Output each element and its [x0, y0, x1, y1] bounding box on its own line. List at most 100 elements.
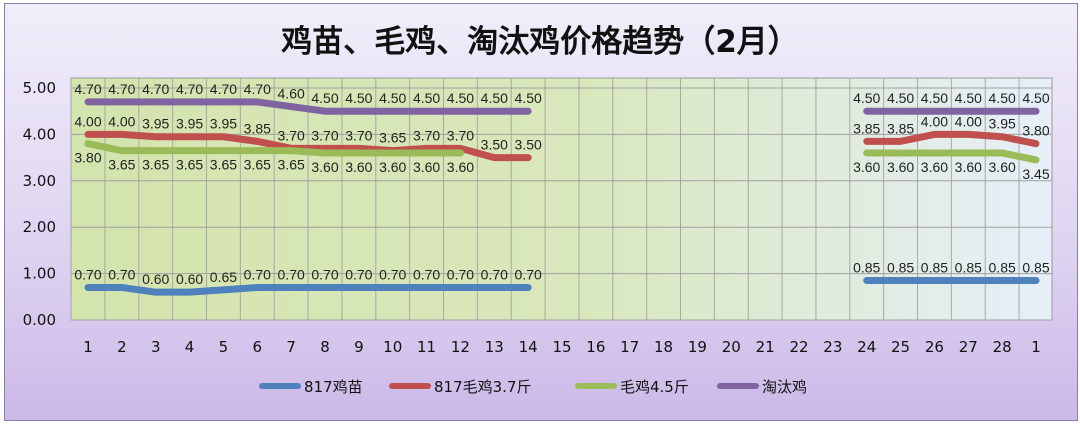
x-tick-label: 7 — [286, 338, 296, 356]
data-label: 4.50 — [989, 90, 1016, 106]
x-tick-label: 3 — [151, 338, 161, 356]
data-label: 4.50 — [413, 90, 440, 106]
data-label: 4.50 — [379, 90, 406, 106]
x-tick-label: 1 — [83, 338, 93, 356]
data-label: 0.70 — [244, 267, 271, 283]
data-label: 3.70 — [413, 127, 440, 143]
data-label: 3.60 — [887, 159, 914, 175]
data-label: 3.50 — [515, 137, 542, 153]
x-tick-label: 5 — [219, 338, 229, 356]
data-label: 0.85 — [887, 260, 914, 276]
x-tick-label: 26 — [925, 338, 944, 356]
data-label: 4.50 — [955, 90, 982, 106]
x-tick-label: 13 — [485, 338, 504, 356]
x-tick-label: 14 — [519, 338, 538, 356]
data-label: 3.70 — [447, 127, 474, 143]
data-label: 4.70 — [142, 81, 169, 97]
data-label: 3.95 — [989, 116, 1016, 132]
data-label: 3.85 — [244, 120, 271, 136]
data-label: 3.60 — [921, 159, 948, 175]
data-label: 3.95 — [142, 116, 169, 132]
x-tick-label: 23 — [823, 338, 842, 356]
x-tick-label: 25 — [891, 338, 910, 356]
x-tick-label: 6 — [253, 338, 263, 356]
data-label: 3.60 — [989, 159, 1016, 175]
data-label: 4.00 — [108, 113, 135, 129]
data-label: 0.70 — [108, 267, 135, 283]
y-tick-label: 1.00 — [23, 265, 56, 283]
data-label: 0.85 — [1022, 260, 1049, 276]
series-line-2 — [84, 140, 464, 157]
y-tick-label: 0.00 — [23, 311, 56, 329]
x-tick-label: 16 — [586, 338, 605, 356]
data-label: 3.85 — [853, 120, 880, 136]
data-label: 0.70 — [278, 267, 305, 283]
data-label: 4.50 — [515, 90, 542, 106]
data-label: 4.70 — [74, 81, 101, 97]
data-label: 4.50 — [853, 90, 880, 106]
legend-item: 淘汰鸡 — [717, 378, 807, 396]
data-label: 0.70 — [515, 267, 542, 283]
data-label: 4.00 — [955, 113, 982, 129]
data-label: 0.70 — [481, 267, 508, 283]
legend-label: 毛鸡4.5斤 — [620, 378, 689, 396]
data-label: 3.95 — [176, 116, 203, 132]
data-label: 3.60 — [955, 159, 982, 175]
legend-label: 817毛鸡3.7斤 — [434, 378, 532, 396]
x-tick-label: 11 — [417, 338, 436, 356]
data-label: 3.65 — [108, 157, 135, 173]
x-tick-label: 2 — [117, 338, 127, 356]
data-label: 3.70 — [345, 127, 372, 143]
data-label: 0.65 — [210, 269, 237, 285]
data-label: 3.60 — [853, 159, 880, 175]
x-tick-label: 10 — [383, 338, 402, 356]
x-tick-label: 1 — [1031, 338, 1041, 356]
data-label: 3.65 — [379, 130, 406, 146]
data-label: 3.70 — [311, 127, 338, 143]
legend-item: 817鸡苗 — [259, 378, 363, 396]
x-tick-label: 9 — [354, 338, 364, 356]
data-label: 4.70 — [108, 81, 135, 97]
y-tick-label: 3.00 — [23, 172, 56, 190]
data-label: 0.70 — [379, 267, 406, 283]
data-label: 3.60 — [311, 159, 338, 175]
data-label: 0.60 — [176, 271, 203, 287]
data-label: 3.80 — [74, 150, 101, 166]
data-label: 0.85 — [989, 260, 1016, 276]
x-tick-label: 21 — [756, 338, 775, 356]
data-label: 4.50 — [1022, 90, 1049, 106]
data-label: 0.85 — [853, 260, 880, 276]
data-label: 0.70 — [74, 267, 101, 283]
chart-title: 鸡苗、毛鸡、淘汰鸡价格趋势（2月） — [280, 24, 799, 60]
x-tick-label: 17 — [620, 338, 639, 356]
x-tick-label: 18 — [654, 338, 673, 356]
x-tick-label: 20 — [722, 338, 741, 356]
legend-item: 毛鸡4.5斤 — [575, 378, 689, 396]
data-label: 3.60 — [379, 159, 406, 175]
data-label: 3.60 — [345, 159, 372, 175]
data-label: 0.60 — [142, 271, 169, 287]
data-label: 4.70 — [176, 81, 203, 97]
y-tick-label: 2.00 — [23, 218, 56, 236]
data-label: 0.85 — [921, 260, 948, 276]
x-tick-label: 12 — [451, 338, 470, 356]
data-label: 4.00 — [921, 113, 948, 129]
data-label: 4.50 — [887, 90, 914, 106]
data-label: 4.50 — [311, 90, 338, 106]
x-tick-label: 22 — [789, 338, 808, 356]
data-label: 3.70 — [278, 127, 305, 143]
data-label: 0.70 — [345, 267, 372, 283]
data-label: 3.65 — [210, 157, 237, 173]
data-label: 0.70 — [311, 267, 338, 283]
legend-item: 817毛鸡3.7斤 — [389, 378, 532, 396]
x-tick-label: 28 — [993, 338, 1012, 356]
y-tick-label: 5.00 — [23, 79, 56, 97]
data-label: 3.65 — [278, 157, 305, 173]
data-label: 3.60 — [447, 159, 474, 175]
legend-label: 淘汰鸡 — [762, 378, 807, 396]
legend-label: 817鸡苗 — [304, 378, 363, 396]
data-label: 4.60 — [278, 86, 305, 102]
series-line-0 — [84, 284, 532, 296]
x-tick-label: 8 — [320, 338, 330, 356]
